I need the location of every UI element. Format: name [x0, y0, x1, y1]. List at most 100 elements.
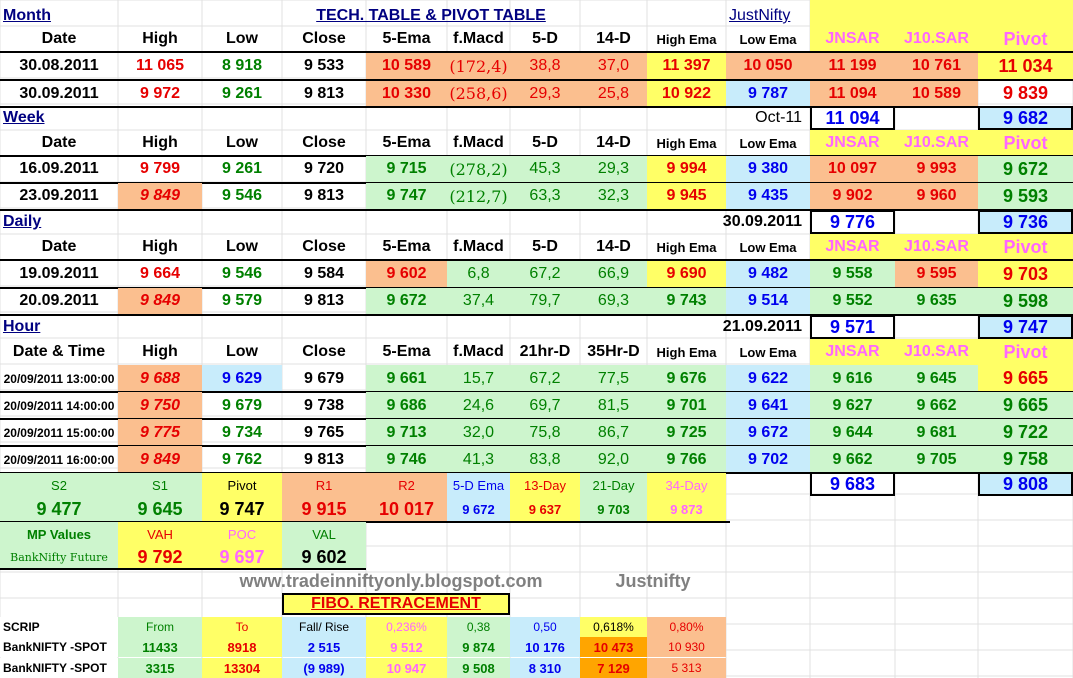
mp-poc: 9 697: [202, 546, 282, 568]
level-label: 5-D Ema: [447, 473, 510, 497]
fibo-cell: 11433: [118, 637, 202, 657]
cell-high: 9 972: [139, 84, 181, 102]
fibo-cell: (9 989): [282, 658, 366, 678]
cell-ema5: 9 672: [366, 288, 447, 314]
cell-j10sar: 10 761: [895, 53, 978, 79]
level-label: R1: [282, 473, 366, 497]
label-title: TECH. TABLE & PIVOT TABLE: [316, 7, 546, 24]
cell-d14: 92,0: [580, 446, 647, 473]
cell-fmacd: (258,6): [447, 81, 510, 106]
header-pivot: Pivot: [978, 130, 1073, 156]
label-daily: Daily: [3, 213, 42, 230]
header-ema5: 5-Ema: [382, 343, 431, 360]
mp-vah: 9 792: [118, 546, 202, 568]
header-close: Close: [302, 238, 346, 255]
cell-ema5: 9 661: [366, 365, 447, 392]
cell-jnsar: 9 902: [810, 183, 895, 209]
level-label: Pivot: [202, 473, 282, 497]
cell-low_ema: 9 435: [726, 183, 810, 209]
fibo-header: 0,50: [510, 617, 580, 637]
hour-next-pivot: 9 808: [978, 472, 1073, 496]
fibo-cell: 10 947: [366, 658, 447, 678]
cell-pivot: 9 758: [978, 446, 1073, 473]
cell-pivot: 9 672: [978, 156, 1073, 182]
yellow-fill: [810, 0, 895, 28]
cell-low: 9 734: [221, 423, 263, 441]
label-justnifty: JustNifty: [729, 7, 791, 24]
fibo-title: FIBO. RETRACEMENT: [282, 593, 510, 615]
cell-close: 9 738: [303, 396, 345, 414]
cell-fmacd: (172,4): [447, 53, 510, 79]
daily-next-jnsar: 9 571: [810, 315, 895, 339]
cell-high_ema: 9 676: [647, 365, 726, 392]
cell-close: 9 813: [303, 84, 345, 102]
fibo-header: To: [202, 617, 282, 637]
cell-close: 9 813: [303, 187, 345, 204]
cell-j10sar: 10 589: [895, 81, 978, 106]
cell-pivot: 9 598: [978, 288, 1073, 314]
level-value: 9 915: [282, 497, 366, 521]
cell-fmacd: 6,8: [447, 261, 510, 287]
cell-fmacd: 15,7: [447, 365, 510, 392]
cell-fmacd: 37,4: [447, 288, 510, 314]
header-pivot: Pivot: [978, 339, 1073, 365]
mp-poc-label: POC: [202, 522, 282, 546]
cell-high_ema: 10 922: [647, 81, 726, 106]
header-ema5: 5-Ema: [382, 238, 431, 255]
header-j10sar: J10.SAR: [895, 339, 978, 365]
header-close: Close: [302, 343, 346, 360]
cell-j10sar: 9 681: [895, 419, 978, 446]
cell-pivot: 11 034: [978, 53, 1073, 79]
header-d14: 14-D: [596, 30, 631, 47]
cell-high_ema: 9 766: [647, 446, 726, 473]
cell-low: 9 546: [221, 187, 263, 204]
divider-line: [0, 259, 1073, 261]
header-jnsar: JNSAR: [810, 130, 895, 156]
level-label: 21-Day: [580, 473, 647, 497]
header-high_ema: High Ema: [656, 135, 717, 151]
label-justnifty-footer: Justnifty: [615, 570, 691, 591]
header-j10sar: J10.SAR: [895, 26, 978, 52]
header-d5: 5-D: [532, 238, 558, 255]
cell-high: 9 750: [118, 392, 202, 419]
cell-ema5: 10 330: [366, 81, 447, 106]
header-jnsar: JNSAR: [810, 339, 895, 365]
cell-high: 9 799: [139, 160, 181, 177]
cell-close: 9 813: [303, 292, 345, 309]
week-next-jnsar: 9 776: [810, 210, 895, 234]
mp-val-label: VAL: [282, 522, 366, 546]
yellow-fill: [895, 0, 978, 28]
cell-jnsar: 9 627: [810, 392, 895, 419]
header-high: High: [142, 238, 178, 255]
fibo-cell: BankNIFTY -SPOT: [0, 637, 118, 657]
cell-d5: 45,3: [510, 156, 580, 182]
fibo-cell: 8 310: [510, 658, 580, 678]
cell-ema5: 9 715: [366, 156, 447, 182]
cell-d14: 81,5: [580, 392, 647, 419]
cell-close: 9 720: [303, 160, 345, 177]
cell-high: 11 065: [135, 57, 185, 74]
cell-close: 9 533: [303, 57, 345, 74]
level-value: 9 873: [647, 497, 726, 521]
fibo-cell: 5 313: [647, 658, 726, 678]
fibo-cell: 10 176: [510, 637, 580, 657]
cell-low: 9 579: [221, 292, 263, 309]
cell-jnsar: 9 644: [810, 419, 895, 446]
header-low: Low: [226, 134, 258, 151]
header-jnsar: JNSAR: [810, 26, 895, 52]
header-high_ema: High Ema: [656, 31, 717, 47]
cell-d14: 86,7: [580, 419, 647, 446]
cell-ema5: 9 713: [366, 419, 447, 446]
cell-jnsar: 9 662: [810, 446, 895, 473]
fibo-cell: 9 874: [447, 637, 510, 657]
header-close: Close: [302, 30, 346, 47]
cell-high: 9 688: [118, 365, 202, 392]
level-label: R2: [366, 473, 447, 497]
header-ema5: 5-Ema: [382, 134, 431, 151]
fibo-cell: BankNIFTY -SPOT: [0, 658, 118, 678]
header-fmacd: f.Macd: [453, 343, 504, 360]
header-fmacd: f.Macd: [453, 134, 504, 151]
cell-close: 9 679: [303, 369, 345, 387]
cell-d14: 29,3: [580, 156, 647, 182]
level-value: 9 645: [118, 497, 202, 521]
